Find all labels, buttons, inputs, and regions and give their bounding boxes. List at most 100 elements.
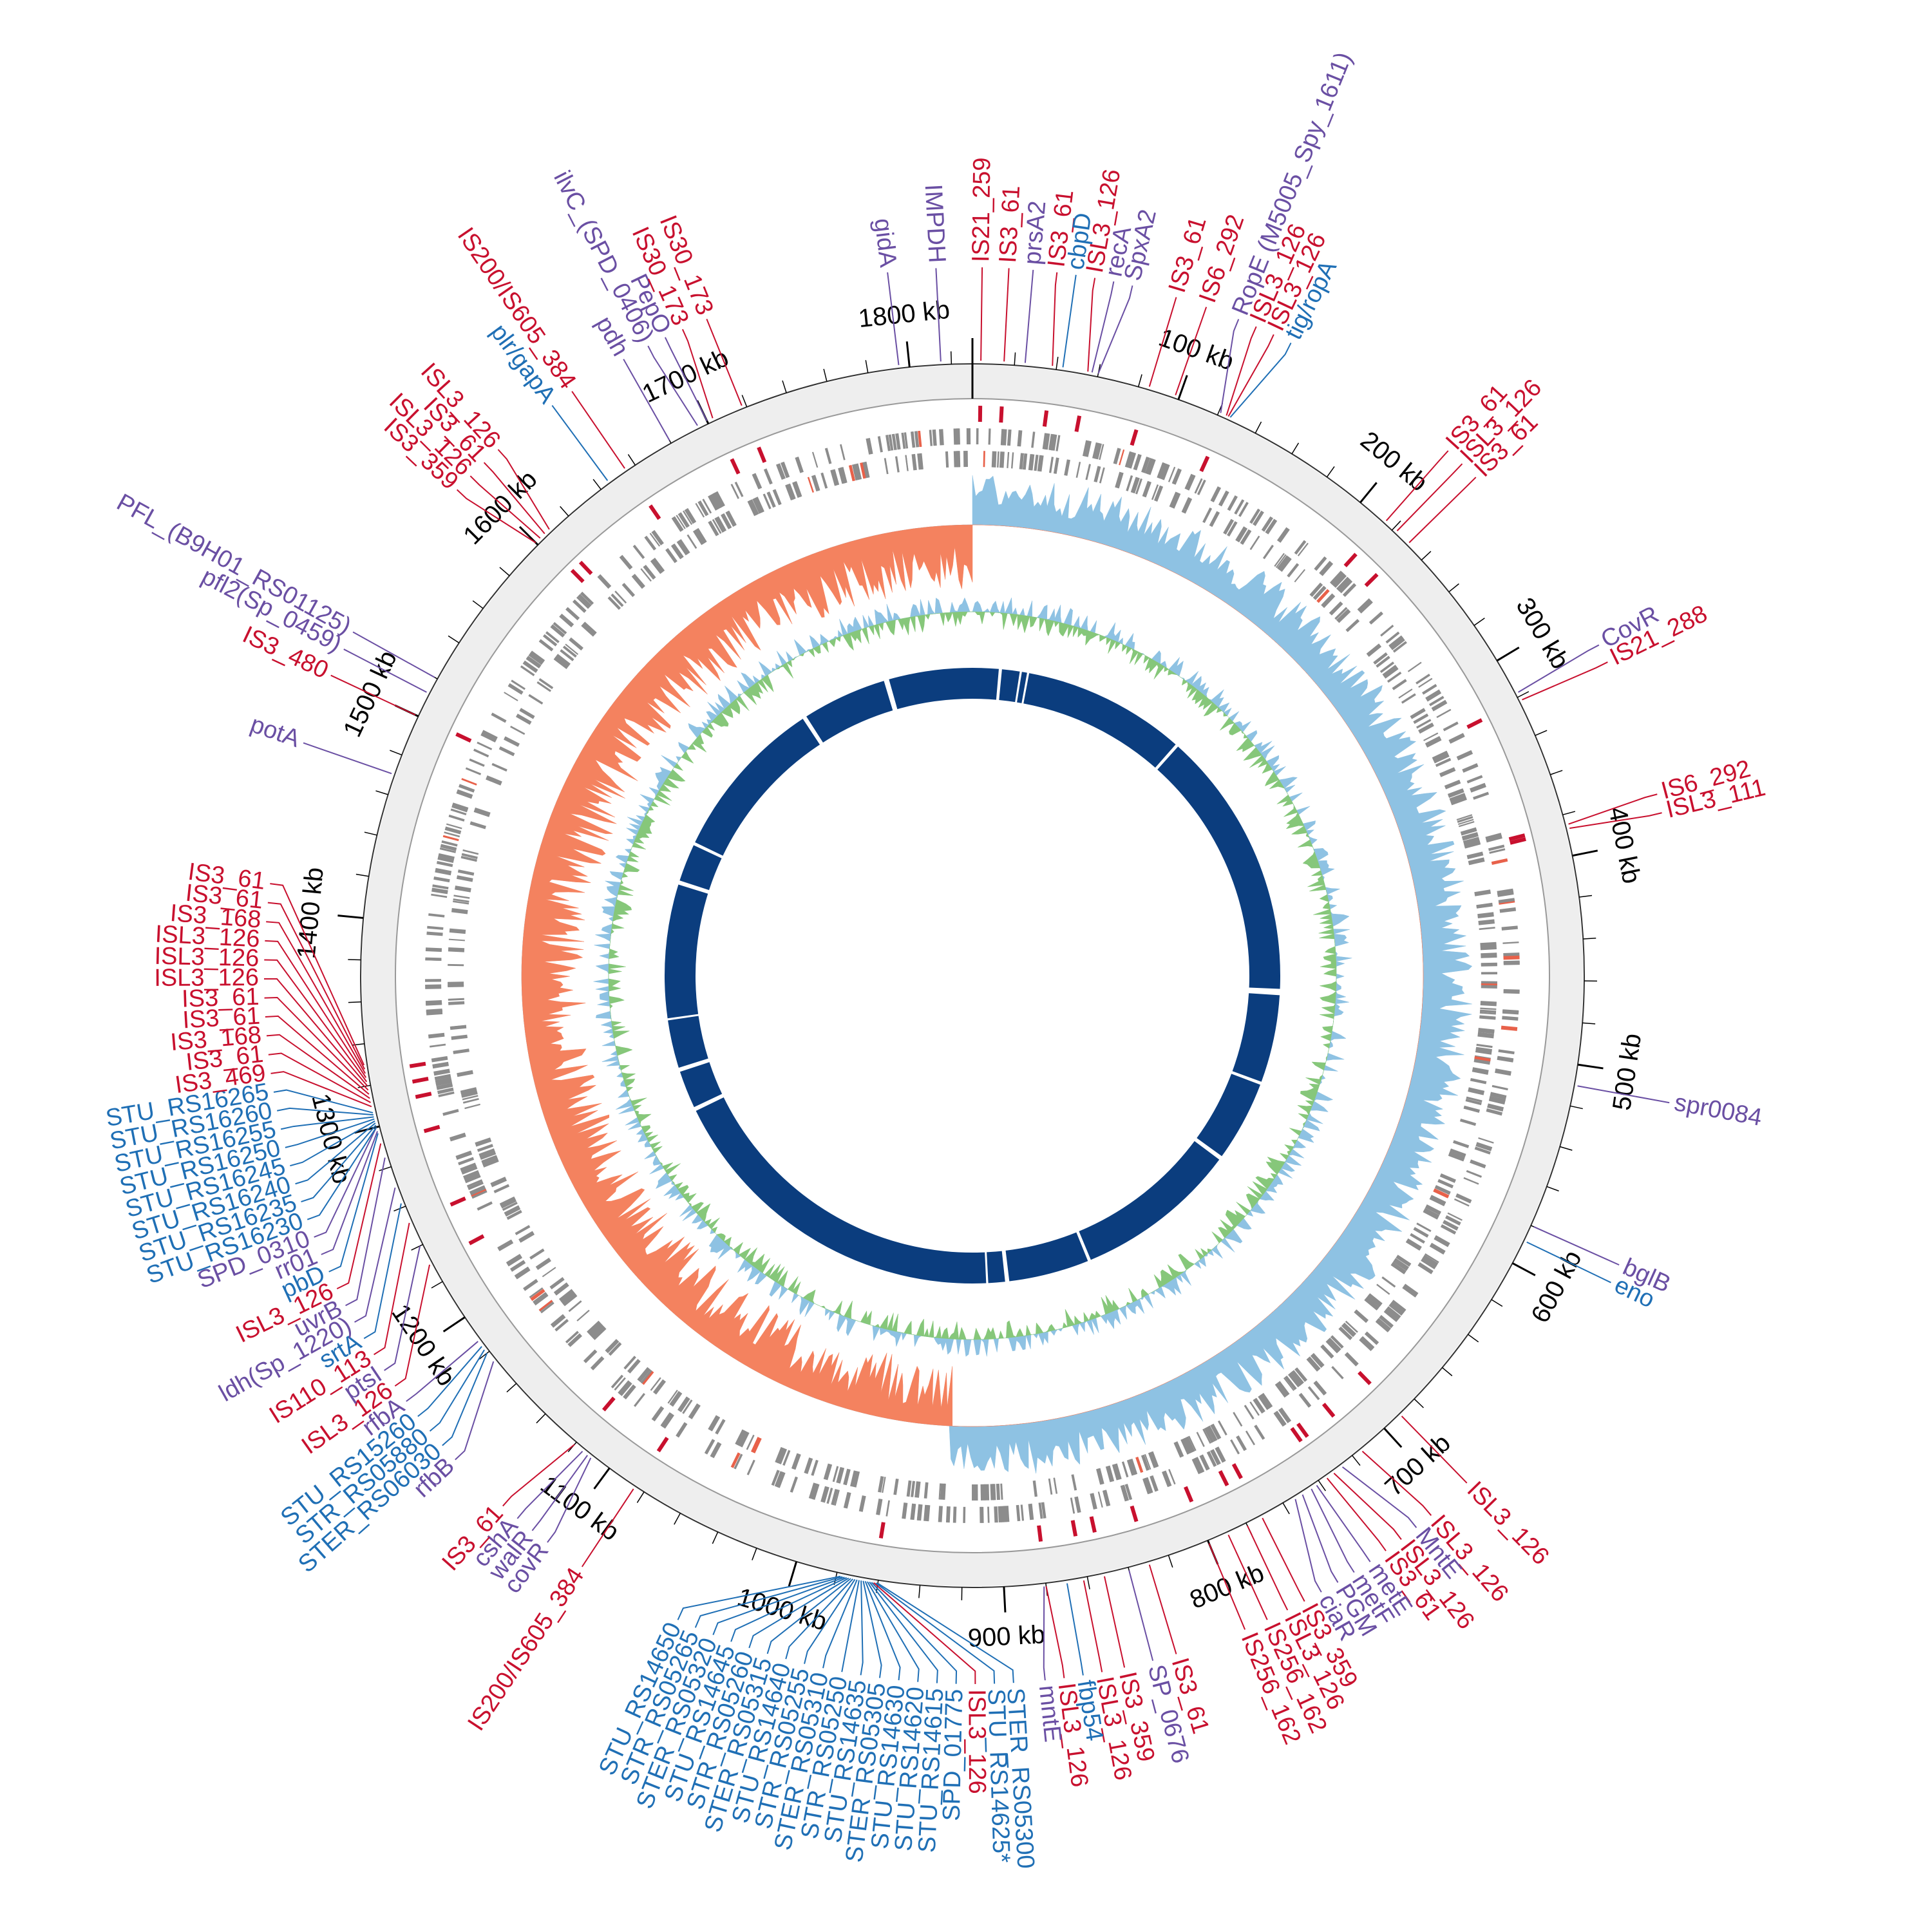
cds-mark	[714, 517, 724, 533]
cds-mark	[1429, 1195, 1446, 1207]
cds-mark	[1464, 840, 1481, 848]
cds-mark	[465, 767, 482, 775]
minor-tick	[1414, 1398, 1424, 1408]
cds-mark	[1341, 1323, 1355, 1338]
cds-mark	[772, 489, 781, 506]
mobile-element-mark	[423, 1124, 440, 1133]
callout-leader	[264, 978, 368, 1086]
cds-mark	[444, 826, 462, 835]
cds-mark	[904, 432, 909, 449]
cds-mark	[453, 898, 469, 903]
cds-mark	[1028, 1503, 1034, 1520]
minor-tick	[741, 395, 748, 408]
cds-mark	[1413, 1227, 1429, 1238]
cds-mark	[1103, 1490, 1111, 1506]
feature-label: mntE	[1034, 1684, 1066, 1744]
cds-mark	[504, 692, 518, 701]
cds-mark	[1480, 945, 1497, 951]
cds-mark	[1314, 1381, 1327, 1395]
cds-mark	[1450, 1148, 1466, 1157]
mobile-element-mark	[1130, 429, 1139, 446]
cds-mark	[708, 1415, 718, 1430]
minor-tick	[950, 351, 952, 365]
mobile-element-track	[409, 406, 1526, 1542]
mobile-element-mark	[450, 1196, 466, 1207]
feature-label: IS3_61	[182, 1003, 261, 1034]
cds-mark	[730, 484, 740, 499]
callout-leader	[1569, 812, 1662, 829]
cds-mark	[911, 1481, 916, 1497]
cds-mark	[1050, 434, 1056, 451]
cds-mark	[811, 1459, 819, 1476]
cds-mark	[684, 507, 697, 524]
minor-tick	[674, 1513, 681, 1525]
cds-mark	[1343, 583, 1356, 596]
homology-segment	[806, 681, 893, 743]
cds-mark	[1180, 1437, 1191, 1455]
cds-mark	[1476, 1043, 1493, 1048]
cds-mark	[1298, 1392, 1312, 1408]
cds-mark	[428, 913, 445, 918]
callout-leader	[547, 1457, 592, 1543]
cds-mark	[442, 1109, 459, 1116]
cds-mark	[734, 1454, 743, 1470]
cds-mark	[1048, 457, 1054, 473]
callout-leader	[712, 1577, 845, 1636]
cds-mark	[1330, 1335, 1344, 1349]
callout-leader	[1302, 1494, 1339, 1583]
cds-mark	[498, 746, 515, 757]
cds-mark	[1502, 941, 1519, 944]
cds-mark	[1210, 486, 1222, 503]
cds-mark	[506, 1253, 522, 1266]
cds-mark	[777, 1448, 788, 1464]
mobile-element-mark	[415, 1092, 432, 1099]
callout-leader	[1220, 319, 1240, 413]
cds-mark	[619, 554, 633, 570]
cds-mark	[637, 1367, 651, 1383]
cds-mark	[676, 540, 688, 556]
callout-leader	[531, 1455, 589, 1531]
cds-mark	[1331, 1366, 1344, 1379]
mobile-element-mark	[649, 504, 661, 520]
cds-mark	[1417, 1262, 1434, 1274]
cds-mark	[649, 533, 661, 547]
cds-mark	[807, 477, 815, 493]
cds-mark	[480, 1151, 497, 1160]
minor-tick	[592, 478, 601, 490]
cds-mark	[1280, 558, 1292, 572]
callout-leader	[887, 272, 900, 366]
cds-mark	[1423, 1208, 1440, 1218]
cds-mark	[554, 1319, 569, 1332]
cds-mark	[1436, 708, 1452, 719]
cds-mark	[938, 1483, 942, 1500]
cds-mark	[1422, 1255, 1439, 1267]
cds-mark	[1245, 1430, 1256, 1446]
cds-mark	[1477, 912, 1494, 918]
cds-mark	[1075, 462, 1081, 478]
callout-leader	[1361, 1450, 1432, 1516]
cds-mark	[906, 1480, 912, 1497]
cds-mark	[839, 467, 847, 484]
cds-mark	[550, 625, 565, 638]
mobile-element-mark	[455, 732, 472, 743]
callout-leader	[1226, 326, 1257, 416]
callout-leader	[265, 940, 367, 1078]
cds-mark	[1217, 1420, 1227, 1435]
cds-mark	[462, 1097, 479, 1104]
minor-tick	[1086, 1576, 1090, 1589]
cds-mark	[1449, 734, 1465, 744]
callout-leader	[623, 359, 670, 441]
cds-mark	[427, 926, 444, 930]
callout-leader	[551, 404, 609, 481]
cds-mark	[886, 435, 891, 451]
cds-mark	[866, 438, 873, 455]
cds-mark	[1380, 625, 1394, 637]
cds-mark	[565, 643, 579, 655]
cds-mark	[914, 431, 920, 448]
cds-mark	[455, 886, 471, 893]
mobile-element-mark	[1510, 837, 1526, 845]
callout-leader	[1003, 268, 1010, 362]
cds-mark	[843, 1468, 850, 1486]
cds-mark	[702, 498, 712, 514]
